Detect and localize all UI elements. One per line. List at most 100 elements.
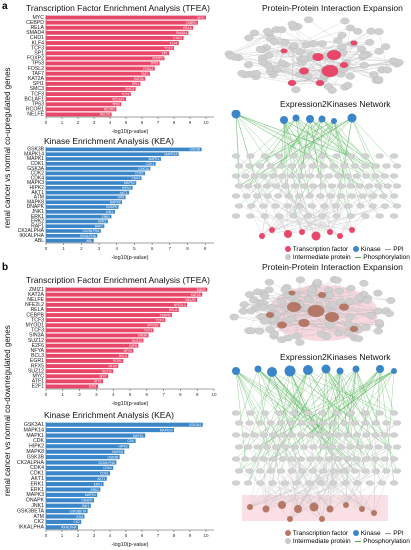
phosphorylation-edge <box>333 120 352 217</box>
intermediate-node <box>250 432 259 438</box>
intermediate-node <box>371 456 380 462</box>
bar-category-label: GSK3BETA <box>17 508 45 514</box>
intermediate-node <box>375 213 384 219</box>
bar <box>46 308 179 312</box>
bar <box>46 102 122 107</box>
legend-phospho-line <box>355 256 362 258</box>
x-tick-label: 2 <box>80 246 83 251</box>
tf-node <box>298 67 309 75</box>
intermediate-node <box>259 203 268 209</box>
intermediate-node <box>365 480 374 486</box>
tf-node <box>276 321 287 329</box>
intermediate-node <box>271 203 280 209</box>
intermediate-node <box>295 48 305 56</box>
tf-node <box>326 505 334 513</box>
ppi-edge <box>238 422 375 514</box>
bar-category-label: RCOR1 <box>26 107 44 113</box>
tf-node <box>371 510 377 516</box>
phosphorylation-edge <box>309 118 377 167</box>
x-tick-label: 2 <box>78 392 81 397</box>
x-tick-label: 5 <box>129 392 132 397</box>
bar <box>46 449 125 454</box>
tf-node <box>349 227 355 233</box>
intermediate-node <box>352 456 361 462</box>
intermediate-node <box>337 31 347 39</box>
bar <box>46 205 119 209</box>
bar <box>46 287 208 292</box>
intermediate-node <box>269 38 279 45</box>
intermediate-node <box>266 420 275 426</box>
intermediate-node <box>246 153 255 159</box>
phosphorylation-edge <box>295 117 324 167</box>
intermediate-node <box>229 313 239 321</box>
phosphorylation-edge <box>280 119 285 167</box>
panel-letter-b: b <box>2 262 9 273</box>
intermediate-node <box>287 432 296 438</box>
intermediate-node <box>318 213 327 219</box>
intermediate-node <box>353 335 364 342</box>
bar <box>46 498 94 503</box>
ppi-edge <box>265 482 297 510</box>
intermediate-node <box>274 153 284 159</box>
x-tick-label: 10 <box>211 392 217 397</box>
ppi-edge <box>287 155 366 235</box>
intermediate-node <box>392 163 402 169</box>
ppi-edge <box>344 470 375 514</box>
ppi-edge <box>343 306 380 323</box>
phosphorylation-edge <box>355 368 395 460</box>
legend-b-tf-dot <box>285 530 291 537</box>
ppi-edge <box>265 470 303 510</box>
bar <box>46 87 136 91</box>
intermediate-node <box>312 279 323 286</box>
panel-letter-a: a <box>2 1 8 12</box>
intermediate-node <box>284 193 293 199</box>
kinase-node <box>280 116 288 124</box>
intermediate-node <box>379 193 388 199</box>
ppi-edge <box>238 205 341 237</box>
x-tick-label: 3 <box>95 392 98 397</box>
kinase-node <box>231 110 241 119</box>
intermediate-node <box>343 456 352 462</box>
phosphorylation-edge <box>313 368 381 448</box>
tfea-title-a: Transcription Factor Enrichment Analysis… <box>26 3 210 13</box>
ppi-edge <box>265 434 330 510</box>
ppi-edge <box>322 412 331 510</box>
ppi-edge <box>289 458 376 520</box>
bar-category-label: NELFE <box>27 297 44 303</box>
ppi-edge <box>291 458 375 514</box>
x-tick-label: 9 <box>204 246 207 251</box>
bar-value-label: ERK1 <box>94 482 103 486</box>
bar-value-label: TCF3 <box>165 46 173 50</box>
x-axis-label: -log10(p-value) <box>112 255 149 261</box>
ppi-network-b <box>229 276 396 346</box>
tf-node <box>309 502 319 512</box>
legend-ppi-label: PPI <box>393 246 404 253</box>
phosphorylation-edge <box>333 120 361 207</box>
intermediate-node <box>388 57 398 65</box>
intermediate-node <box>290 444 299 450</box>
bar-value-label: AKT1 <box>120 191 128 195</box>
intermediate-node <box>361 163 370 169</box>
bar-value-label: MAPK3 <box>124 181 135 185</box>
intermediate-node <box>308 420 317 426</box>
bar <box>46 384 99 389</box>
tf-node <box>286 301 302 313</box>
bar <box>46 323 161 328</box>
bar <box>46 71 150 76</box>
intermediate-node <box>295 276 305 284</box>
intermediate-node <box>241 173 250 179</box>
ppi-edge <box>301 205 385 233</box>
ppi-edge <box>276 29 285 52</box>
phosphorylation-edge <box>355 368 377 472</box>
tf-node <box>311 231 321 241</box>
x-tick-label: 9 <box>189 533 192 538</box>
ppi-edge <box>291 47 294 84</box>
intermediate-node <box>263 27 273 35</box>
kinase-node <box>391 368 397 374</box>
phosphorylation-edge <box>235 113 351 157</box>
intermediate-node <box>371 432 380 438</box>
intermediate-node <box>245 468 254 474</box>
ppi-edge <box>329 470 398 510</box>
intermediate-node <box>291 86 301 93</box>
x-tick-label: 1 <box>62 246 65 251</box>
